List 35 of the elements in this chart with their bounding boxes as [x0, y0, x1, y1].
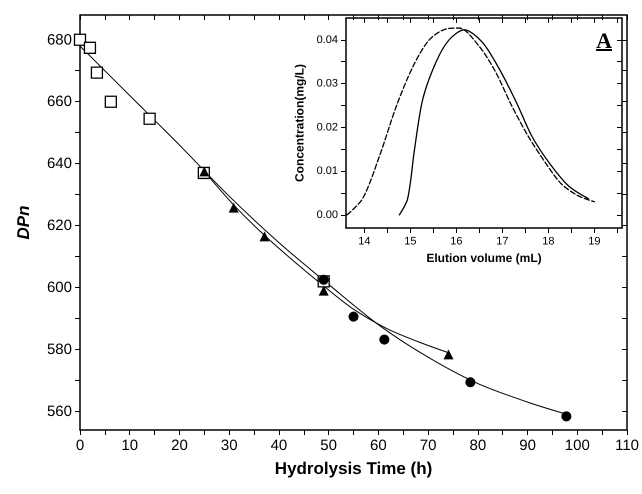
y-tick-label: 640: [46, 155, 72, 172]
x-tick-label: 17: [496, 236, 509, 248]
x-tick-label: 20: [171, 437, 188, 454]
y-tick-label: 0.00: [316, 208, 338, 221]
y-tick-label: 0.03: [316, 78, 338, 90]
x-tick-label: 40: [270, 437, 288, 454]
y-tick-label: 660: [46, 93, 72, 110]
y-tick-label: 0.01: [316, 165, 338, 178]
y-tick-label: 0.02: [316, 121, 338, 134]
y-tick-label: 620: [46, 217, 72, 234]
x-tick-label: 80: [470, 437, 486, 454]
x-axis-title: Elution volume (mL): [426, 250, 542, 265]
x-tick-label: 70: [420, 437, 436, 454]
x-tick-label: 0: [76, 437, 84, 454]
y-axis-title: Concentration(mg/L): [292, 64, 307, 182]
x-tick-label: 10: [121, 437, 138, 454]
x-tick-label: 18: [542, 236, 555, 248]
x-tick-label: 60: [370, 437, 387, 454]
x-tick-label: 100: [564, 437, 590, 454]
y-tick-label: 600: [46, 279, 72, 296]
x-tick-label: 110: [615, 437, 640, 454]
y-tick-label: 580: [46, 340, 72, 358]
x-tick-label: 15: [404, 236, 417, 248]
y-tick-label: 0.04: [316, 34, 338, 46]
y-axis-title: DPn: [14, 206, 33, 240]
x-tick-label: 90: [519, 437, 536, 454]
x-axis-title: Hydrolysis Time (h): [274, 459, 432, 478]
y-tick-label: 560: [46, 402, 72, 420]
x-tick-label: 16: [450, 236, 463, 248]
annotation: A: [596, 28, 612, 54]
x-tick-label: 50: [320, 437, 337, 454]
x-tick-label: 30: [220, 437, 238, 454]
x-tick-label: 19: [588, 236, 601, 248]
y-tick-label: 680: [46, 31, 72, 48]
x-tick-label: 14: [358, 236, 371, 248]
